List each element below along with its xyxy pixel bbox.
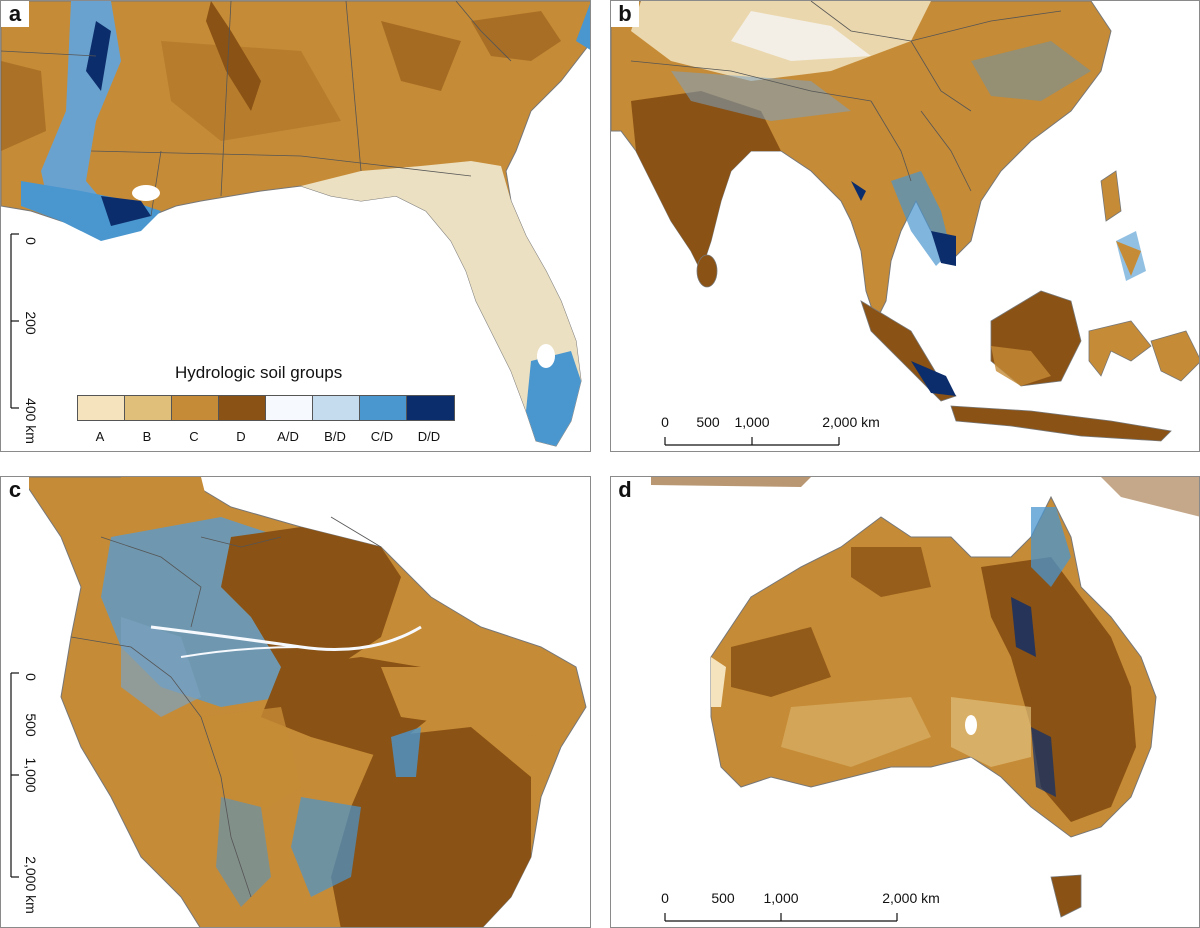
legend-swatch-b: [125, 396, 172, 420]
legend-swatch-bd: [313, 396, 360, 420]
scale-d-tick-1000: 1,000: [763, 890, 799, 906]
map-panel-d: d 0 500 1,000 2,000 km: [610, 476, 1200, 928]
legend-label-a: A: [95, 429, 105, 444]
scale-d-tick-0: 0: [661, 890, 669, 906]
legend-swatch-ad: [266, 396, 313, 420]
scale-b-tick-2000: 2,000 km: [822, 414, 880, 430]
scale-c-tick-0: 0: [23, 673, 39, 681]
scale-d-tick-2000: 2,000 km: [882, 890, 940, 906]
map-panel-a: a Hydrologic soil groups A B C D A/D B/D…: [0, 0, 591, 452]
scale-bar-b: 0 500 1,000 2,000 km: [611, 401, 1199, 451]
legend-color-bar: [77, 395, 455, 421]
scale-bar-a: 0 200 400 km: [1, 1, 61, 451]
legend-swatch-c: [172, 396, 219, 420]
legend-label-b: B: [142, 429, 152, 444]
panel-label-a: a: [1, 1, 29, 27]
legend-label-ad: A/D: [277, 429, 299, 444]
scale-b-tick-1000: 1,000: [734, 414, 770, 430]
legend-swatch-cd: [360, 396, 407, 420]
legend-label-cd: C/D: [370, 429, 394, 444]
map-panel-b: b 0 500 1,000 2,000 km: [610, 0, 1200, 452]
legend-label-d: D: [236, 429, 246, 444]
legend-swatch-d: [219, 396, 266, 420]
panel-label-c: c: [1, 477, 29, 503]
scale-c-tick-1000: 1,000: [23, 757, 39, 793]
map-south-america: [20, 477, 587, 927]
legend-swatch-dd: [407, 396, 454, 420]
legend-label-dd: D/D: [417, 429, 441, 444]
map-southeast-us: [1, 1, 590, 447]
scale-a-tick-200: 200: [23, 311, 39, 335]
scale-bar-c: 0 500 1,000 2,000 km: [1, 477, 61, 927]
scale-a-tick-0: 0: [23, 237, 39, 245]
scale-d-tick-500: 500: [711, 890, 735, 906]
legend-swatch-a: [78, 396, 125, 420]
scale-b-tick-0: 0: [661, 414, 669, 430]
scale-b-tick-500: 500: [696, 414, 720, 430]
map-panel-c: c 0 500 1,000 2,000 km: [0, 476, 591, 928]
map-south-southeast-asia: [611, 1, 1199, 442]
panel-label-d: d: [611, 477, 639, 503]
scale-bar-d: 0 500 1,000 2,000 km: [611, 877, 1199, 927]
scale-c-tick-500: 500: [23, 713, 39, 737]
legend-title: Hydrologic soil groups: [175, 363, 343, 382]
legend-label-bd: B/D: [324, 429, 346, 444]
scale-c-tick-2000: 2,000 km: [23, 856, 39, 914]
panel-label-b: b: [611, 1, 639, 27]
legend-label-c: C: [189, 429, 199, 444]
map-australia: [651, 477, 1199, 918]
scale-a-tick-400: 400 km: [23, 398, 39, 444]
